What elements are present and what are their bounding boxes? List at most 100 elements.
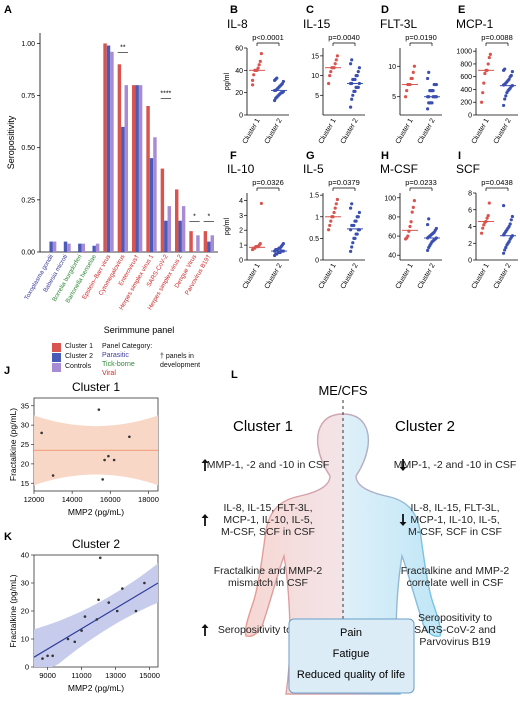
bar — [103, 43, 107, 252]
data-point — [121, 587, 124, 590]
cluster2-finding: SARS-CoV-2 and — [414, 624, 496, 636]
plot-title: IL-15 — [303, 17, 331, 31]
cluster1-finding: IL-8, IL-15, FLT-3L, — [223, 502, 312, 514]
plot-title: SCF — [456, 162, 480, 176]
cluster1-finding: M-CSF, SCF in CSF — [221, 526, 315, 538]
category-viral: Viral — [102, 370, 116, 377]
data-point — [256, 66, 260, 70]
bar — [160, 168, 165, 252]
data-point — [329, 70, 333, 74]
cluster2-finding: MCP-1, IL-10, IL-5, — [410, 514, 499, 526]
plot-title: FLT-3L — [380, 17, 417, 31]
data-point — [328, 223, 332, 228]
legend-swatch — [52, 352, 61, 362]
data-point — [275, 76, 279, 80]
y-tick-label: 1 — [239, 243, 243, 250]
data-point — [357, 66, 361, 70]
data-point — [252, 73, 256, 77]
bar — [78, 243, 82, 252]
data-point — [486, 62, 490, 66]
y-axis-label: pg/ml — [224, 218, 231, 236]
category-label: Cluster 2 — [417, 262, 437, 290]
bar — [67, 243, 71, 252]
data-point — [353, 89, 357, 93]
data-point — [405, 89, 409, 93]
data-point — [335, 54, 339, 58]
data-point — [509, 73, 513, 78]
bar — [124, 85, 128, 253]
arrow-head — [399, 522, 407, 526]
category-label: Cluster 2 — [264, 117, 284, 145]
y-tick-label: 20 — [21, 607, 29, 616]
data-point — [327, 228, 331, 232]
cluster1-finding: MMP-1, -2 and -10 in CSF — [207, 459, 330, 471]
data-point — [328, 73, 332, 78]
data-point — [510, 70, 514, 74]
data-point — [97, 408, 101, 411]
panel-letters: A B C D E F G H I J K L — [4, 4, 465, 543]
x-tick-label: 11000 — [71, 671, 91, 680]
data-point — [503, 67, 507, 71]
y-tick-label: 30 — [21, 579, 29, 588]
data-point — [251, 78, 255, 82]
bar — [110, 51, 114, 253]
panel-l-diagram: ME/CFS Cluster 1 Cluster 2 MMP-1, -2 and -1… — [201, 383, 516, 695]
data-point — [488, 52, 492, 56]
data-point — [406, 234, 410, 238]
y-tick-label: 0.25 — [21, 197, 35, 204]
data-point — [329, 219, 333, 223]
data-point — [483, 71, 487, 76]
cluster1-finding: Fractalkine and MMP-2 — [214, 565, 323, 577]
significance-mark: **** — [160, 91, 171, 98]
y-tick-label: 100 — [384, 195, 396, 202]
p-value: p=0.0190 — [405, 33, 437, 42]
data-point — [410, 210, 414, 214]
data-point — [356, 70, 360, 74]
data-point — [134, 609, 138, 613]
data-point — [355, 73, 359, 78]
category-label: Cluster 1 — [471, 117, 491, 145]
data-point — [251, 83, 255, 87]
significance-mark: ** — [120, 45, 126, 52]
y-tick-label: 60 — [388, 234, 396, 241]
plot-title: MCP-1 — [456, 17, 494, 31]
x-tick-label: 16000 — [100, 495, 121, 504]
data-point — [487, 55, 491, 60]
category-parasitic: Parasitic — [102, 352, 129, 359]
legend-swatch — [52, 342, 61, 352]
panel-a-category-legend: Panel Category: Parasitic Tick-borne Vir… — [102, 342, 152, 378]
panel-a-legend: Cluster 1 Cluster 2 Controls — [52, 342, 93, 372]
significance-mark: * — [207, 214, 210, 221]
data-point — [508, 222, 512, 226]
legend-cluster1: Cluster 1 — [65, 343, 94, 350]
confidence-band — [34, 563, 158, 667]
bar — [138, 85, 143, 253]
bar — [178, 220, 182, 252]
bar — [95, 243, 100, 252]
y-tick-label: 5 — [315, 93, 319, 100]
y-tick-label: 4 — [468, 224, 472, 231]
data-point — [357, 210, 361, 215]
data-point — [507, 77, 511, 81]
bar — [189, 231, 193, 252]
y-tick-label: 0.5 — [309, 236, 319, 243]
panel-letter-e: E — [458, 4, 465, 16]
data-point — [480, 231, 484, 235]
y-axis-label: pg/ml — [224, 73, 231, 91]
y-tick-label: 10 — [311, 73, 319, 80]
y-tick-label: 1000 — [456, 49, 472, 56]
data-point — [504, 245, 508, 250]
y-tick-label: 4 — [239, 198, 243, 205]
category-label: Cluster 2 — [340, 262, 360, 290]
data-point — [434, 82, 438, 87]
data-point — [51, 474, 55, 477]
plot-title: M-CSF — [380, 162, 418, 176]
data-point — [83, 615, 87, 618]
cluster1-finding: MCP-1, IL-10, IL-5, — [223, 514, 312, 526]
data-point — [349, 249, 353, 253]
data-point — [334, 202, 338, 206]
data-point — [107, 454, 110, 458]
x-tick-label: 13000 — [105, 671, 126, 680]
data-point — [258, 242, 262, 246]
p-value: p=0.0379 — [328, 178, 360, 187]
